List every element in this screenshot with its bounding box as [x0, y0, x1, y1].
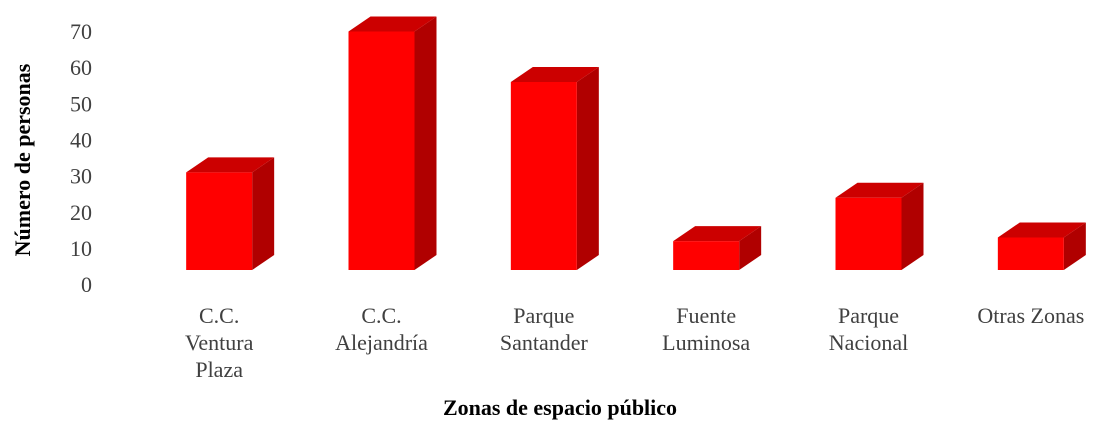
bar — [348, 16, 437, 271]
bar-front — [186, 172, 253, 270]
y-tick-label: 60 — [70, 55, 92, 80]
bar-front — [835, 197, 902, 270]
y-tick-label: 50 — [70, 91, 92, 116]
bar-top — [510, 67, 599, 83]
x-axis-title: Zonas de espacio público — [443, 395, 677, 420]
bar-side — [576, 67, 599, 270]
y-tick-label: 0 — [81, 272, 92, 297]
y-tick-label: 20 — [70, 200, 92, 225]
x-tick-label: Parque Santander — [500, 303, 589, 355]
x-tick-label: Fuente Luminosa — [662, 303, 750, 355]
bar — [997, 222, 1086, 270]
bar-front — [673, 241, 740, 270]
bar-side — [414, 16, 437, 271]
bar — [835, 182, 924, 270]
x-tick-label: C.C. Alejandría — [335, 303, 428, 355]
y-tick-label: 10 — [70, 236, 92, 261]
bar-top — [835, 182, 924, 198]
bar-front — [348, 31, 415, 271]
x-tick-label: C.C. Ventura Plaza — [185, 303, 254, 382]
bar — [673, 226, 762, 270]
y-tick-label: 40 — [70, 127, 92, 152]
y-tick-label: 30 — [70, 164, 92, 189]
bar-front — [997, 237, 1064, 270]
bar-top — [997, 222, 1086, 238]
bar-top — [673, 226, 762, 242]
bar-side — [901, 182, 924, 270]
bar — [186, 157, 275, 270]
bar-side — [739, 226, 762, 270]
y-axis-title: Número de personas — [10, 63, 35, 256]
bar-top — [186, 157, 275, 173]
bar-top — [348, 16, 437, 32]
bar-side — [1063, 222, 1086, 270]
bar-front — [510, 82, 577, 270]
y-tick-label: 70 — [70, 19, 92, 44]
bar — [510, 67, 599, 270]
x-tick-label: Parque Nacional — [829, 303, 908, 355]
x-tick-label: Otras Zonas — [977, 303, 1084, 328]
bar-side — [252, 157, 275, 270]
